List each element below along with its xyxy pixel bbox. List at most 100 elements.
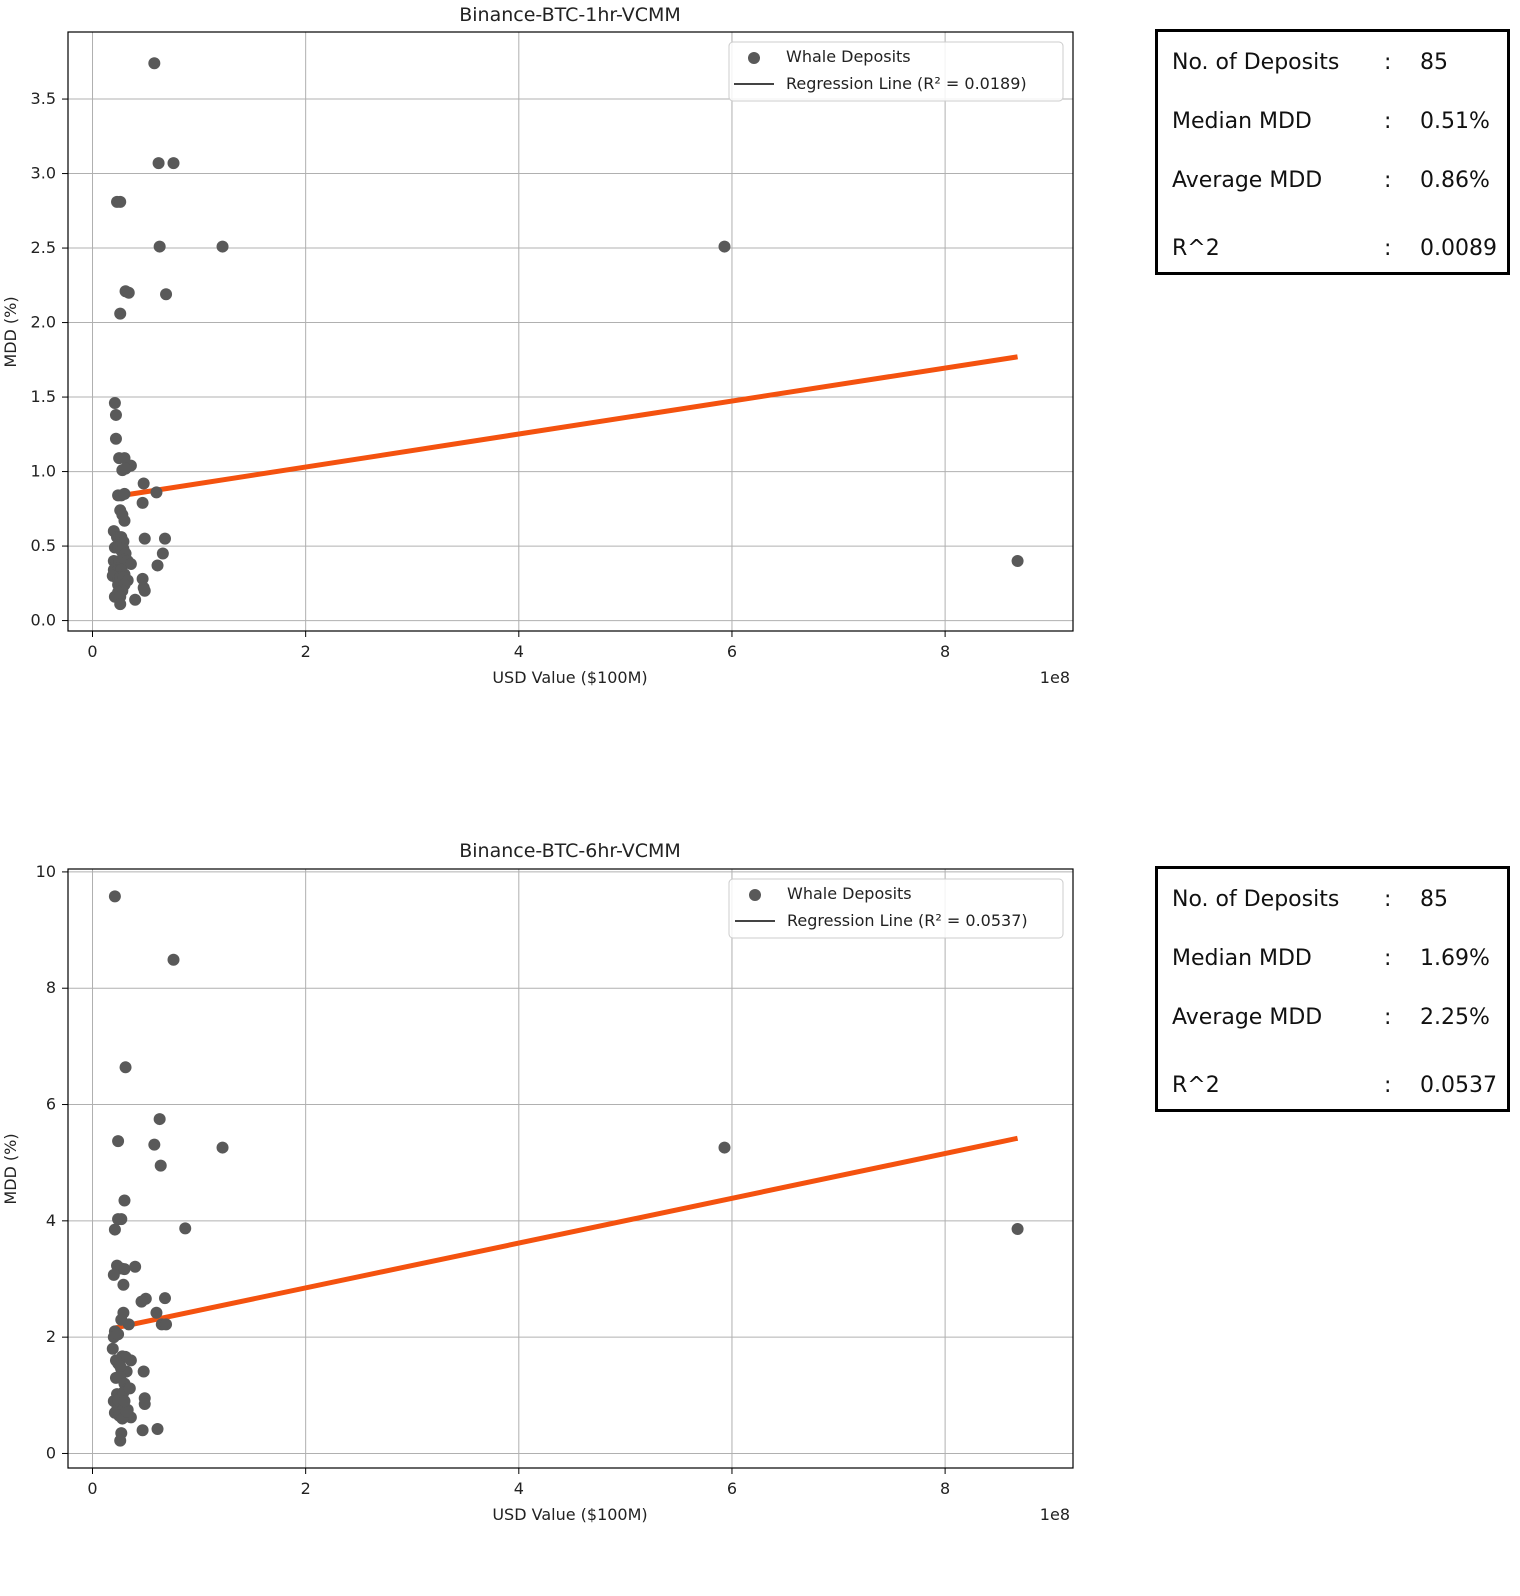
data-point	[114, 195, 127, 208]
legend: Whale Deposits Regression Line (R² = 0.0…	[728, 878, 1064, 939]
data-point	[119, 462, 132, 475]
legend-line-label: Regression Line (R² = 0.0537)	[787, 911, 1028, 930]
x-axis-ticks: 0 2 4 6 8	[87, 1468, 950, 1498]
data-point	[118, 514, 131, 527]
stat-separator: :	[1384, 236, 1392, 261]
x-axis-ticks: 0 2 4 6 8	[87, 631, 950, 661]
data-point	[129, 593, 142, 606]
y-tick-label: 0.0	[31, 611, 56, 630]
stat-value: 0.0537	[1420, 1073, 1497, 1098]
regression-line	[112, 1135, 1019, 1331]
data-point	[107, 1268, 120, 1281]
stat-value: 0.0089	[1420, 236, 1497, 261]
data-point	[136, 496, 149, 509]
data-point	[1011, 554, 1024, 567]
x-tick-label: 6	[727, 1479, 737, 1498]
stat-value: 0.86%	[1420, 168, 1490, 193]
scatter-series	[106, 57, 1024, 611]
regression-line	[112, 354, 1018, 500]
data-point	[112, 1328, 125, 1341]
data-point	[158, 1292, 171, 1305]
stat-label: R^2	[1172, 1073, 1220, 1098]
data-point	[151, 559, 164, 572]
x-axis-label: USD Value ($100M)	[492, 668, 647, 687]
data-point	[152, 157, 165, 170]
plot-frame	[67, 31, 1074, 632]
data-point	[120, 1405, 133, 1418]
data-point	[151, 1423, 164, 1436]
stat-label: Median MDD	[1172, 109, 1312, 134]
stat-label: Median MDD	[1172, 946, 1312, 971]
data-point	[718, 1141, 731, 1154]
x-tick-label: 8	[940, 1479, 950, 1498]
y-tick-label: 0	[46, 1443, 56, 1462]
data-point	[167, 953, 180, 966]
x-tick-label: 0	[87, 642, 97, 661]
x-tick-label: 0	[87, 1479, 97, 1498]
data-point	[136, 572, 149, 585]
data-point	[153, 240, 166, 253]
scatter-series	[106, 890, 1024, 1447]
y-tick-label: 3.5	[31, 89, 56, 108]
data-point	[136, 1424, 149, 1437]
stat-value: 0.51%	[1420, 109, 1490, 134]
data-point	[109, 408, 122, 421]
data-point	[150, 486, 163, 499]
y-axis-label: MDD (%)	[1, 296, 20, 367]
data-point	[109, 432, 122, 445]
data-point	[108, 890, 121, 903]
stat-row-median: Median MDD : 1.69%	[1172, 946, 1497, 976]
data-point	[156, 547, 169, 560]
data-point	[114, 598, 127, 611]
legend-scatter-label: Whale Deposits	[787, 884, 912, 903]
stat-separator: :	[1384, 109, 1392, 134]
data-point	[129, 1260, 142, 1273]
data-point	[718, 240, 731, 253]
chart-6hr: 0 2 4 6 8 0 2 4 6 8 10 Binance-BTC-6hr-VCMM USD V…	[1, 840, 1074, 1524]
stat-value: 85	[1420, 887, 1448, 912]
stat-row-deposits: No. of Deposits : 85	[1172, 887, 1497, 917]
data-point	[160, 1318, 173, 1331]
data-point	[108, 397, 121, 410]
data-point	[115, 1313, 128, 1326]
data-point	[138, 532, 151, 545]
data-point	[124, 1354, 137, 1367]
y-tick-label: 2.0	[31, 313, 56, 332]
y-axis-label: MDD (%)	[1, 1133, 20, 1204]
y-tick-label: 1.5	[31, 387, 56, 406]
data-point	[118, 1194, 131, 1207]
data-point	[122, 286, 135, 299]
legend-line-label: Regression Line (R² = 0.0189)	[786, 74, 1027, 93]
data-point	[108, 1223, 121, 1236]
y-tick-label: 0.5	[31, 536, 56, 555]
stat-separator: :	[1384, 168, 1392, 193]
data-point	[106, 1342, 119, 1355]
stat-row-deposits: No. of Deposits : 85	[1172, 50, 1497, 80]
stat-label: R^2	[1172, 236, 1220, 261]
y-axis-ticks: 0 2 4 6 8 10	[36, 862, 68, 1462]
data-point	[216, 240, 229, 253]
data-point	[118, 487, 131, 500]
chart-title: Binance-BTC-6hr-VCMM	[459, 840, 681, 862]
x-axis-offset-label: 1e8	[1040, 1505, 1070, 1524]
stat-separator: :	[1384, 887, 1392, 912]
data-point	[216, 1141, 229, 1154]
data-point	[114, 1360, 127, 1373]
x-tick-label: 4	[514, 1479, 524, 1498]
chart-1hr: 0 2 4 6 8 0.0 0.5 1.0 1.5 2.0 2.5 3.0 3.5 Binance-B…	[1, 4, 1074, 687]
stat-row-median: Median MDD : 0.51%	[1172, 109, 1497, 139]
grid-lines	[68, 869, 1073, 1468]
data-point	[148, 57, 161, 70]
data-point	[135, 1295, 148, 1308]
y-tick-label: 4	[46, 1211, 56, 1230]
data-point	[160, 288, 173, 301]
data-point	[119, 1061, 132, 1074]
chart-title: Binance-BTC-1hr-VCMM	[459, 4, 681, 26]
x-axis-label: USD Value ($100M)	[492, 1505, 647, 1524]
data-point	[153, 1113, 166, 1126]
x-axis-offset-label: 1e8	[1040, 668, 1070, 687]
data-point	[117, 1278, 130, 1291]
data-point	[1011, 1222, 1024, 1235]
data-point	[137, 1365, 150, 1378]
stats-box-6hr: No. of Deposits : 85 Median MDD : 1.69% …	[1155, 866, 1510, 1112]
